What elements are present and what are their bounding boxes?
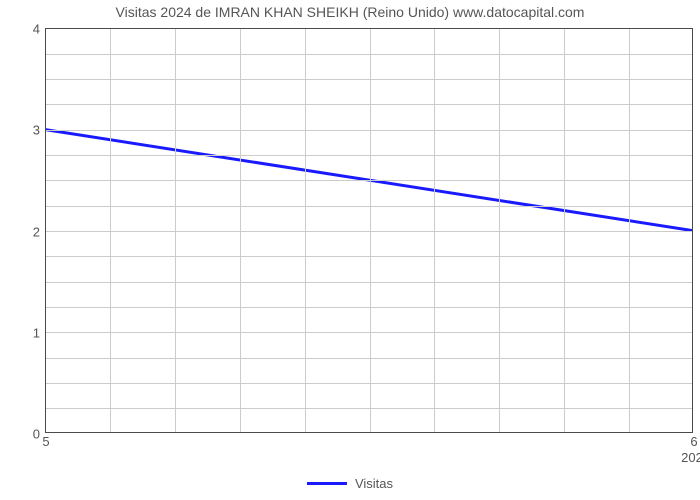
- plot-area: 0123456202: [45, 28, 693, 433]
- legend: Visitas: [307, 476, 393, 491]
- y-tick-label: 2: [33, 224, 40, 239]
- chart-container: Visitas 2024 de IMRAN KHAN SHEIKH (Reino…: [0, 0, 700, 500]
- legend-swatch: [307, 482, 347, 485]
- chart-title: Visitas 2024 de IMRAN KHAN SHEIKH (Reino…: [0, 4, 700, 20]
- gridline-vertical: [434, 29, 435, 432]
- x-secondary-label: 202: [681, 450, 700, 465]
- gridline-vertical: [240, 29, 241, 432]
- y-tick-label: 0: [33, 427, 40, 442]
- y-tick-label: 4: [33, 22, 40, 37]
- gridline-vertical: [629, 29, 630, 432]
- gridline-vertical: [175, 29, 176, 432]
- legend-label: Visitas: [355, 476, 393, 491]
- gridline-vertical: [305, 29, 306, 432]
- y-tick-label: 1: [33, 325, 40, 340]
- x-tick-label: 6: [690, 434, 697, 449]
- y-tick-label: 3: [33, 123, 40, 138]
- gridline-vertical: [499, 29, 500, 432]
- gridline-vertical: [370, 29, 371, 432]
- gridline-vertical: [110, 29, 111, 432]
- gridline-vertical: [564, 29, 565, 432]
- x-tick-label: 5: [42, 434, 49, 449]
